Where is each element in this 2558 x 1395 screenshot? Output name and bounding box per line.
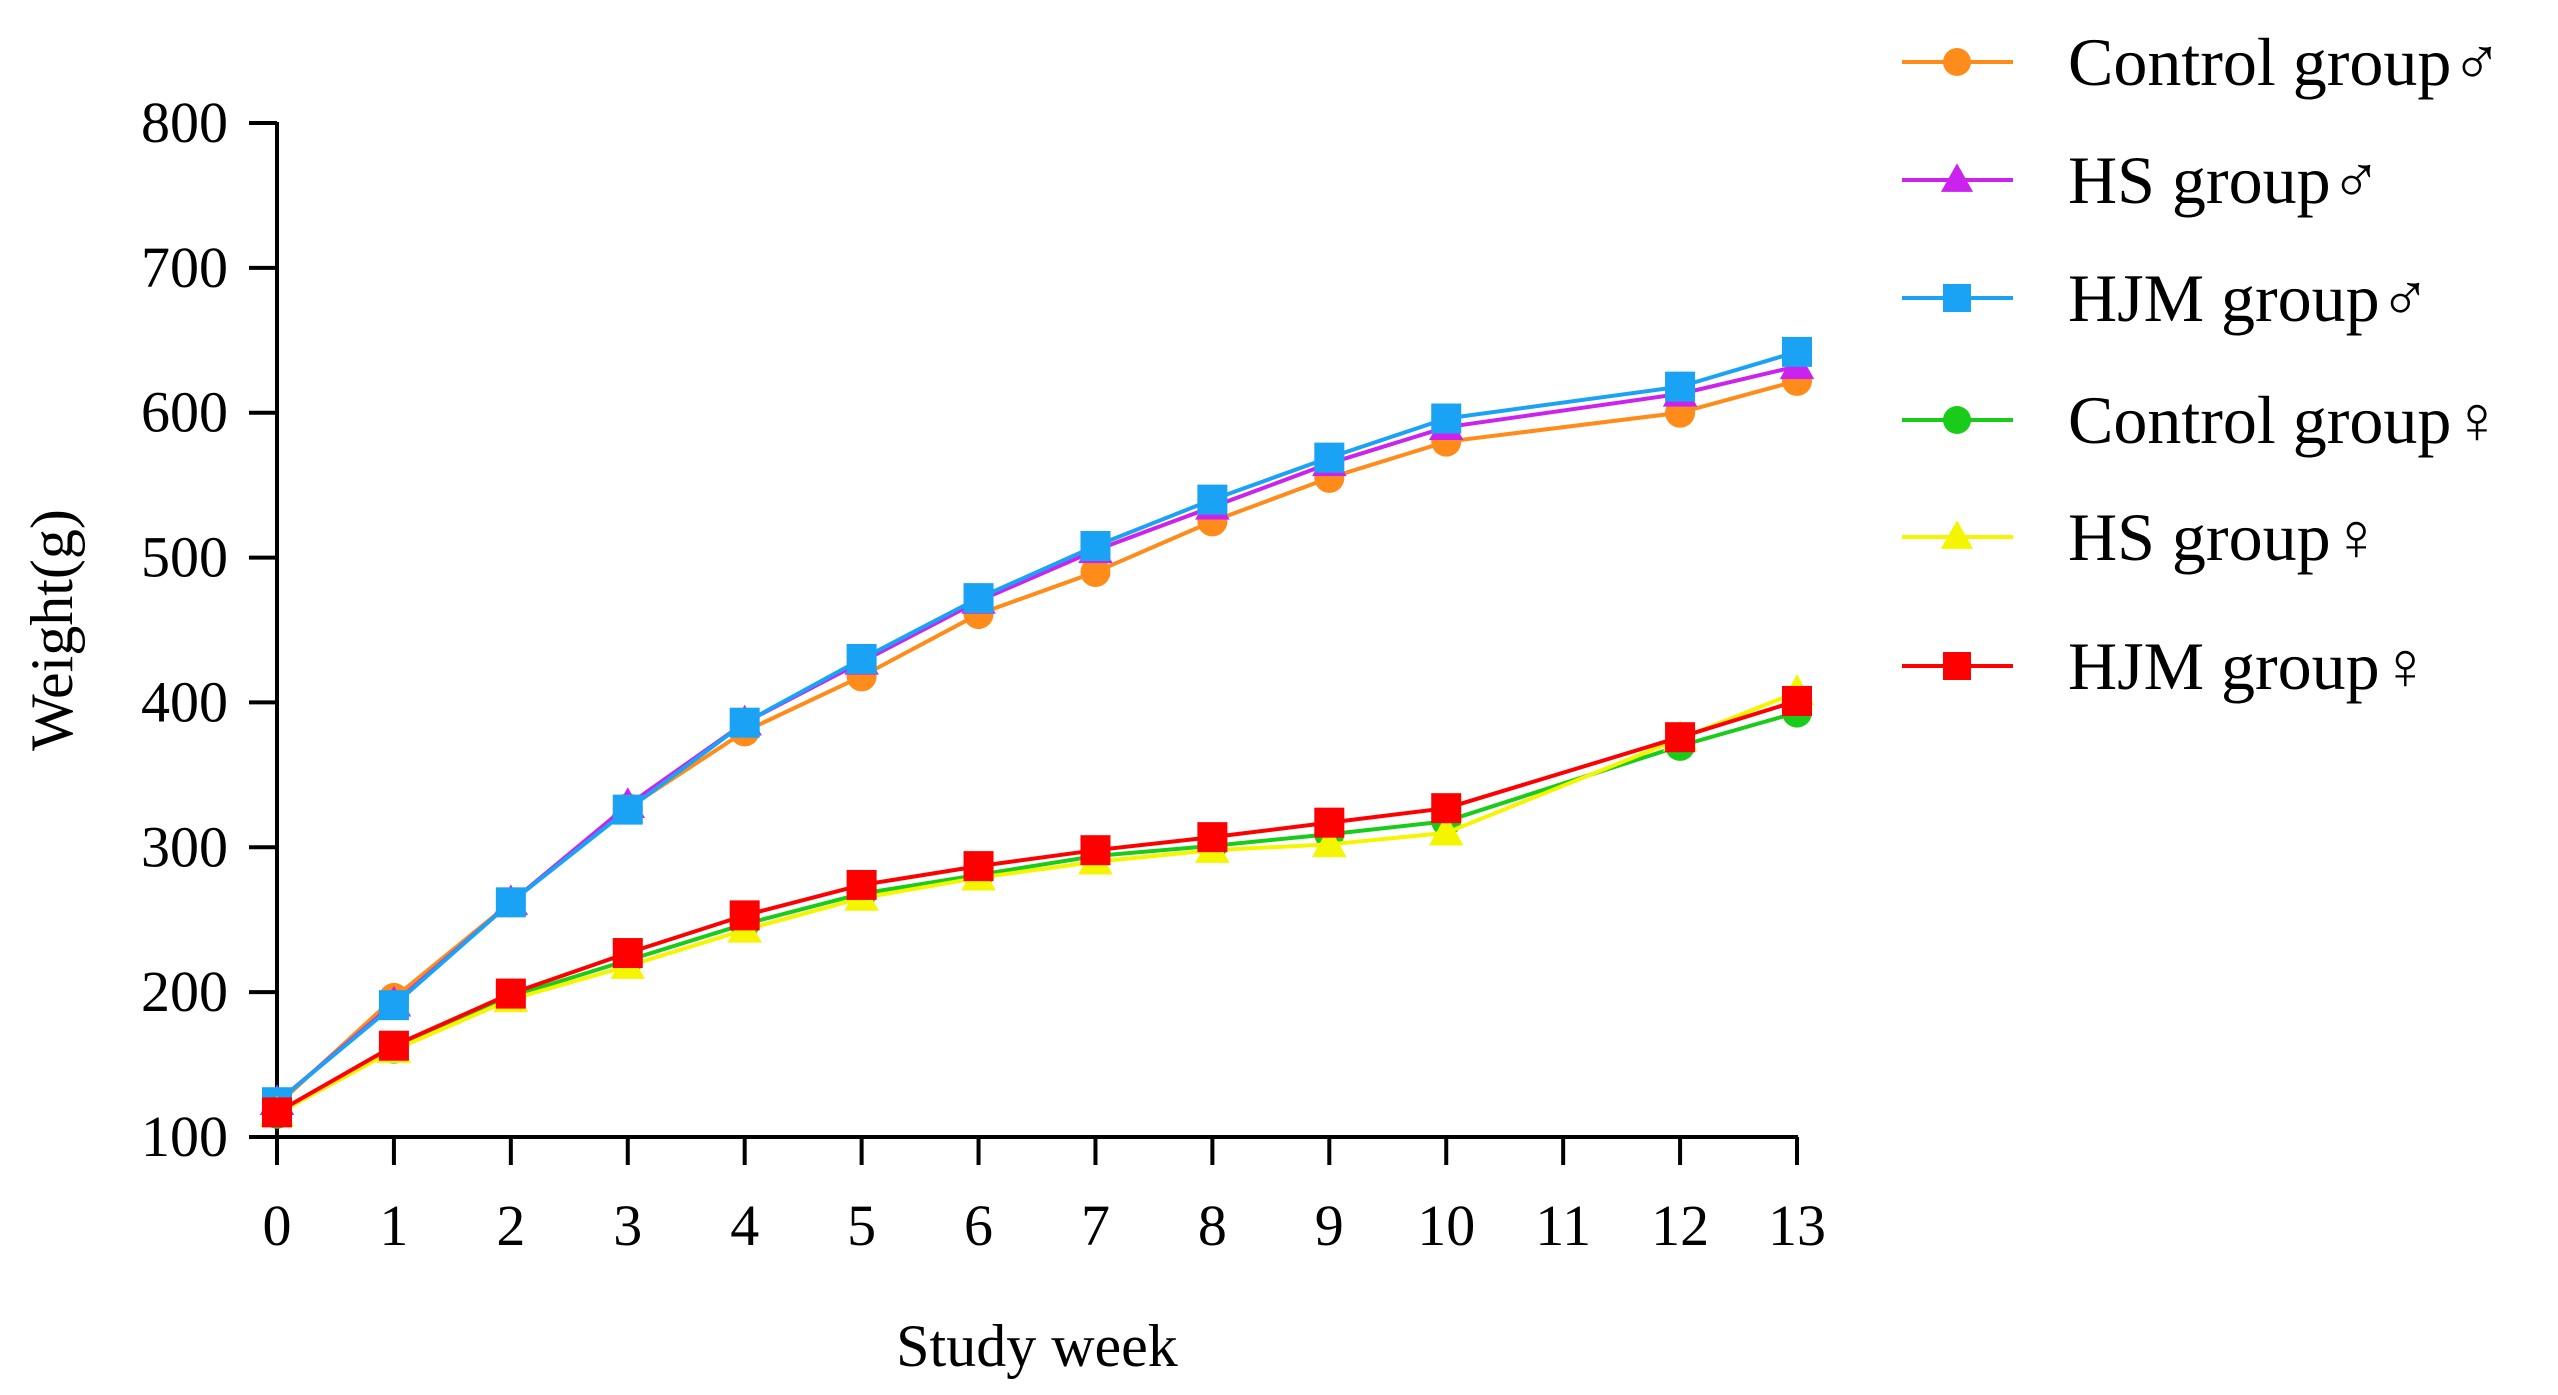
x-tick-label: 7 bbox=[1081, 1193, 1110, 1258]
legend-marker bbox=[1943, 652, 1971, 680]
data-point bbox=[262, 1097, 292, 1128]
y-tick-label: 100 bbox=[141, 1104, 228, 1169]
y-tick-label: 700 bbox=[141, 235, 228, 300]
x-tick-label: 8 bbox=[1198, 1193, 1227, 1258]
y-axis-title: Weight(g) bbox=[19, 509, 85, 751]
x-tick-label: 12 bbox=[1651, 1193, 1709, 1258]
x-tick-label: 9 bbox=[1315, 1193, 1344, 1258]
plot-area bbox=[259, 336, 1815, 1129]
y-ticks: 100 200 300 400 500 600 700 800 bbox=[141, 90, 277, 1169]
legend-label: HS group♀ bbox=[2068, 499, 2382, 575]
x-tick-label: 3 bbox=[613, 1193, 642, 1258]
legend-item: Control group♂ bbox=[1902, 24, 2502, 100]
legend-label: HS group♂ bbox=[2068, 142, 2382, 218]
legend-item: HJM group♂ bbox=[1902, 260, 2431, 336]
data-point bbox=[1782, 685, 1812, 716]
legend-label: Control group♀ bbox=[2068, 382, 2502, 458]
x-tick-label: 1 bbox=[379, 1193, 408, 1258]
x-tick-label: 6 bbox=[964, 1193, 993, 1258]
legend-item: Control group♀ bbox=[1902, 382, 2502, 458]
legend-item: HS group♀ bbox=[1902, 499, 2382, 575]
y-tick-label: 400 bbox=[141, 669, 228, 734]
data-point bbox=[378, 990, 409, 1021]
data-point bbox=[495, 978, 526, 1009]
x-tick-label: 11 bbox=[1535, 1193, 1591, 1258]
legend-label: HJM group♂ bbox=[2068, 260, 2431, 336]
data-point bbox=[1314, 442, 1345, 473]
y-tick-label: 500 bbox=[141, 525, 228, 590]
y-tick-label: 200 bbox=[141, 959, 228, 1024]
legend-marker bbox=[1943, 284, 1971, 312]
x-tick-label: 5 bbox=[847, 1193, 876, 1258]
data-point bbox=[1428, 814, 1464, 846]
data-point bbox=[1665, 371, 1696, 402]
data-point bbox=[1782, 336, 1812, 367]
legend-marker bbox=[1943, 406, 1971, 434]
data-point bbox=[612, 938, 643, 969]
x-tick-label: 13 bbox=[1768, 1193, 1826, 1258]
data-point bbox=[846, 643, 877, 674]
legend-marker bbox=[1943, 48, 1971, 76]
y-tick-label: 800 bbox=[141, 90, 228, 155]
data-point bbox=[612, 794, 643, 825]
data-point bbox=[1080, 557, 1111, 588]
data-point bbox=[495, 887, 526, 918]
data-point bbox=[1080, 530, 1111, 561]
data-point bbox=[963, 583, 994, 614]
x-axis-title: Study week bbox=[896, 1313, 1178, 1379]
x-tick-label: 4 bbox=[730, 1193, 759, 1258]
data-point bbox=[729, 707, 760, 738]
legend-label: HJM group♀ bbox=[2068, 628, 2431, 704]
x-tick-label: 2 bbox=[496, 1193, 525, 1258]
data-point bbox=[1197, 822, 1228, 853]
legend-marker bbox=[1940, 520, 1974, 549]
legend: Control group♂ HS group♂ HJM group♂ Control… bbox=[1902, 24, 2502, 704]
data-point bbox=[1314, 807, 1345, 838]
data-point bbox=[1431, 403, 1462, 434]
legend-item: HS group♂ bbox=[1902, 142, 2382, 218]
legend-item: HJM group♀ bbox=[1902, 628, 2431, 704]
data-point bbox=[1312, 826, 1347, 858]
legend-marker bbox=[1940, 163, 1974, 192]
data-point bbox=[1665, 722, 1696, 753]
data-point bbox=[729, 900, 760, 931]
series-6 bbox=[262, 685, 1812, 1128]
data-point bbox=[1197, 484, 1228, 515]
y-tick-label: 600 bbox=[141, 380, 228, 445]
data-point bbox=[963, 851, 994, 882]
series-5 bbox=[259, 674, 1815, 1127]
y-tick-label: 300 bbox=[141, 814, 228, 879]
legend-label: Control group♂ bbox=[2068, 24, 2502, 100]
data-point bbox=[378, 1030, 409, 1061]
x-tick-label: 0 bbox=[263, 1193, 292, 1258]
series-3 bbox=[262, 336, 1812, 1118]
x-ticks: 0 1 2 3 4 5 6 7 8 9 10 11 12 13 bbox=[263, 1137, 1826, 1258]
data-point bbox=[1080, 835, 1111, 866]
data-point bbox=[1431, 793, 1462, 824]
x-tick-label: 10 bbox=[1417, 1193, 1475, 1258]
data-point bbox=[846, 869, 877, 900]
